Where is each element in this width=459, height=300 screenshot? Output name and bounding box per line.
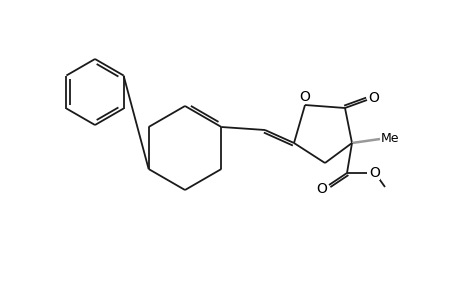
- Text: O: O: [369, 166, 380, 180]
- Text: Me: Me: [380, 131, 398, 145]
- Text: O: O: [299, 90, 310, 104]
- Text: O: O: [316, 182, 327, 196]
- Text: O: O: [368, 91, 379, 105]
